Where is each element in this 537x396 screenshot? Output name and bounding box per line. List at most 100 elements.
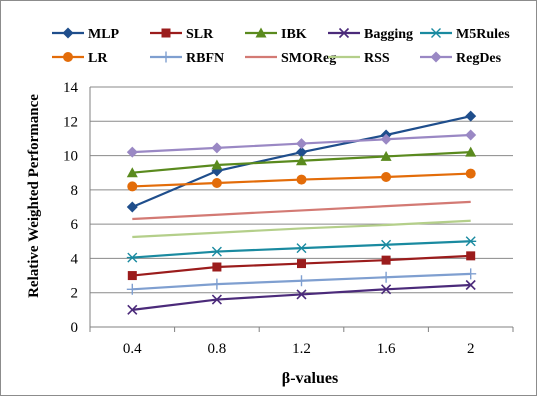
legend-label: SMOReg — [281, 51, 336, 66]
legend-item-m5rules: M5Rules — [420, 27, 510, 42]
y-tick-label: 8 — [71, 183, 79, 199]
x-tick-label: 1.6 — [377, 341, 396, 357]
y-tick-label: 12 — [63, 114, 78, 130]
data-point-lr — [381, 172, 392, 182]
series-lr — [127, 168, 476, 192]
legend-label: IBK — [281, 27, 307, 42]
y-tick-label: 2 — [71, 286, 79, 302]
data-point-m5rules — [380, 239, 392, 250]
data-point-m5rules — [465, 236, 477, 247]
legend-label: RBFN — [186, 51, 224, 66]
series-line-bagging — [132, 283, 471, 311]
data-point-lr — [465, 168, 476, 179]
series-ibk — [126, 146, 477, 178]
data-point-bagging — [381, 284, 392, 295]
data-point-m5rules — [211, 246, 223, 257]
data-point-mlp — [465, 110, 477, 122]
data-point-regdes — [296, 138, 307, 150]
legend-label: RegDes — [456, 51, 502, 66]
series-regdes — [126, 129, 477, 158]
legend-marker — [160, 51, 172, 63]
series-rss — [132, 219, 471, 239]
axes — [89, 87, 514, 332]
legend-item-smoreg: SMOReg — [245, 51, 336, 66]
data-point-rbfn — [380, 271, 392, 283]
legend-label: RSS — [364, 51, 390, 66]
series-smoreg — [132, 200, 471, 221]
data-point-rbfn — [126, 283, 138, 295]
data-point-m5rules — [296, 243, 307, 254]
data-point-regdes — [211, 142, 223, 154]
data-point-ibk — [380, 150, 392, 161]
data-point-regdes — [465, 129, 477, 141]
data-point-slr — [466, 251, 476, 261]
x-tick-label: 0.4 — [123, 341, 142, 357]
y-tick-label: 4 — [71, 251, 79, 267]
data-point-regdes — [380, 133, 392, 145]
legend-item-slr: SLR — [150, 27, 214, 42]
data-point-slr — [127, 271, 137, 281]
data-point-bagging — [211, 294, 222, 305]
data-point-slr — [381, 255, 391, 265]
data-point-bagging — [127, 304, 138, 315]
series-line-smoreg — [132, 200, 471, 221]
y-tick-label: 10 — [63, 149, 78, 165]
legend-label: MLP — [88, 27, 120, 42]
legend-marker — [161, 28, 171, 38]
x-tick-labels: 0.4 0.8 1.2 1.6 2 — [123, 341, 475, 357]
data-point-ibk — [465, 146, 477, 157]
data-point-bagging — [465, 279, 476, 291]
data-point-slr — [212, 262, 222, 272]
x-axis-label: β-values — [282, 370, 338, 387]
x-tick-label: 2 — [467, 341, 475, 357]
legend-item-regdes: RegDes — [420, 51, 502, 66]
data-point-rbfn — [296, 275, 307, 287]
data-point-lr — [296, 174, 307, 185]
y-tick-labels: 0 2 4 6 8 10 12 14 — [63, 80, 79, 336]
data-point-regdes — [126, 146, 138, 158]
legend-marker — [430, 28, 442, 38]
data-point-bagging — [296, 289, 307, 300]
series-lines — [126, 110, 477, 315]
y-tick-label: 6 — [71, 217, 79, 233]
series-rbfn — [126, 268, 477, 295]
x-tick-label: 0.8 — [208, 341, 227, 357]
legend-marker — [62, 27, 74, 39]
data-point-m5rules — [126, 252, 138, 263]
legend: MLP SLR IBK Bagging M5Rules LR RBFN SMOReg RSS Re… — [52, 27, 510, 66]
data-point-ibk — [126, 167, 138, 178]
legend-item-rbfn: RBFN — [150, 51, 224, 66]
legend-marker — [430, 51, 442, 63]
legend-item-rss: RSS — [328, 51, 390, 66]
legend-label: Bagging — [364, 27, 413, 42]
legend-item-lr: LR — [52, 51, 108, 66]
data-point-lr — [211, 178, 222, 188]
data-point-slr — [297, 259, 306, 269]
data-point-ibk — [211, 159, 223, 170]
x-tick-label: 1.2 — [292, 341, 311, 357]
series-slr — [127, 251, 476, 281]
legend-item-ibk: IBK — [245, 27, 307, 42]
legend-item-bagging: Bagging — [328, 27, 413, 42]
series-line-m5rules — [132, 240, 471, 259]
y-axis-label: Relative Weighted Performance — [26, 94, 42, 298]
data-point-mlp — [126, 201, 138, 213]
legend-marker — [63, 52, 73, 62]
legend-label: SLR — [186, 27, 214, 42]
legend-marker — [255, 27, 267, 38]
series-line-rss — [132, 219, 471, 239]
legend-item-mlp: MLP — [52, 27, 120, 42]
legend-label: LR — [88, 51, 108, 66]
data-point-lr — [127, 181, 138, 192]
legend-marker — [338, 27, 350, 39]
series-bagging — [127, 279, 476, 315]
y-tick-label: 0 — [71, 320, 79, 336]
y-tick-label: 14 — [63, 80, 79, 96]
legend-label: M5Rules — [456, 27, 510, 42]
data-point-rbfn — [465, 268, 477, 280]
series-m5rules — [126, 236, 477, 263]
data-point-mlp — [296, 146, 307, 158]
data-point-rbfn — [211, 278, 223, 290]
data-point-ibk — [296, 155, 307, 166]
